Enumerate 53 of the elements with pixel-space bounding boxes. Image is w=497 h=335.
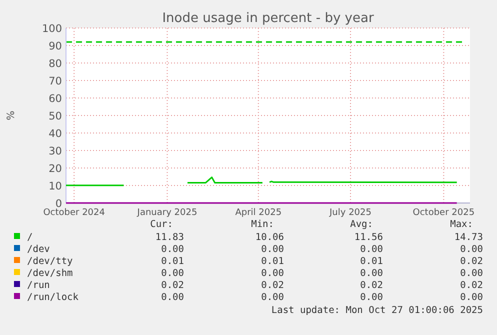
y-axis-title: % (6, 110, 17, 120)
y-tick-label: 30 (48, 146, 62, 158)
text: 0.00 (360, 268, 384, 279)
text: 0.01 (360, 256, 384, 267)
text: Avg: (350, 219, 373, 230)
text: Cur: (150, 219, 173, 230)
legend-label: / (27, 232, 33, 243)
text: 0.00 (460, 244, 484, 255)
text: 0.02 (460, 280, 483, 291)
x-tick-label: April 2025 (235, 208, 282, 218)
text: 0.00 (261, 292, 284, 303)
text: 0.00 (161, 244, 184, 255)
text: 0.00 (460, 268, 484, 279)
text: 0.00 (360, 244, 384, 255)
chart-title: Inode usage in percent - by year (162, 11, 374, 26)
text: 0.00 (261, 244, 284, 255)
text: 0.00 (161, 268, 184, 279)
y-tick-label: 40 (48, 128, 62, 140)
y-tick-label: 0 (55, 198, 62, 210)
y-tick-label: 20 (48, 163, 62, 175)
legend-label: /dev (27, 244, 50, 255)
text: Max: (450, 219, 473, 230)
y-tick-label: 100 (42, 23, 62, 35)
y-tick-label: 10 (48, 180, 62, 192)
y-tick-label: 60 (48, 93, 62, 105)
x-tick-label: October 2025 (412, 208, 475, 218)
y-tick-label: 80 (48, 58, 62, 70)
text: 0.02 (161, 280, 184, 291)
y-tick-label: 50 (48, 110, 62, 122)
y-tick-label: 90 (48, 40, 62, 52)
x-tick-label: October 2024 (43, 208, 106, 218)
legend-label: /run (27, 280, 50, 291)
text: 0.00 (460, 292, 484, 303)
text: 0.00 (360, 292, 384, 303)
text: 0.02 (460, 256, 483, 267)
text: 0.01 (161, 256, 184, 267)
text: 11.56 (354, 232, 384, 243)
text: 14.73 (454, 232, 483, 243)
text: 11.83 (155, 232, 184, 243)
text: 10.06 (255, 232, 284, 243)
legend-label: /run/lock (27, 292, 79, 303)
text: Min: (251, 219, 274, 230)
text: 0.00 (261, 268, 284, 279)
text: 0.00 (161, 292, 184, 303)
text: 0.01 (261, 256, 284, 267)
legend-label: /dev/tty (27, 256, 74, 267)
text: 0.02 (261, 280, 284, 291)
y-tick-label: 70 (48, 76, 62, 88)
x-tick-label: July 2025 (328, 208, 372, 218)
text: Last update: Mon Oct 27 01:00:06 2025 (271, 305, 483, 316)
x-tick-label: January 2025 (136, 208, 198, 218)
text: 0.02 (360, 280, 383, 291)
legend-label: /dev/shm (27, 268, 74, 279)
